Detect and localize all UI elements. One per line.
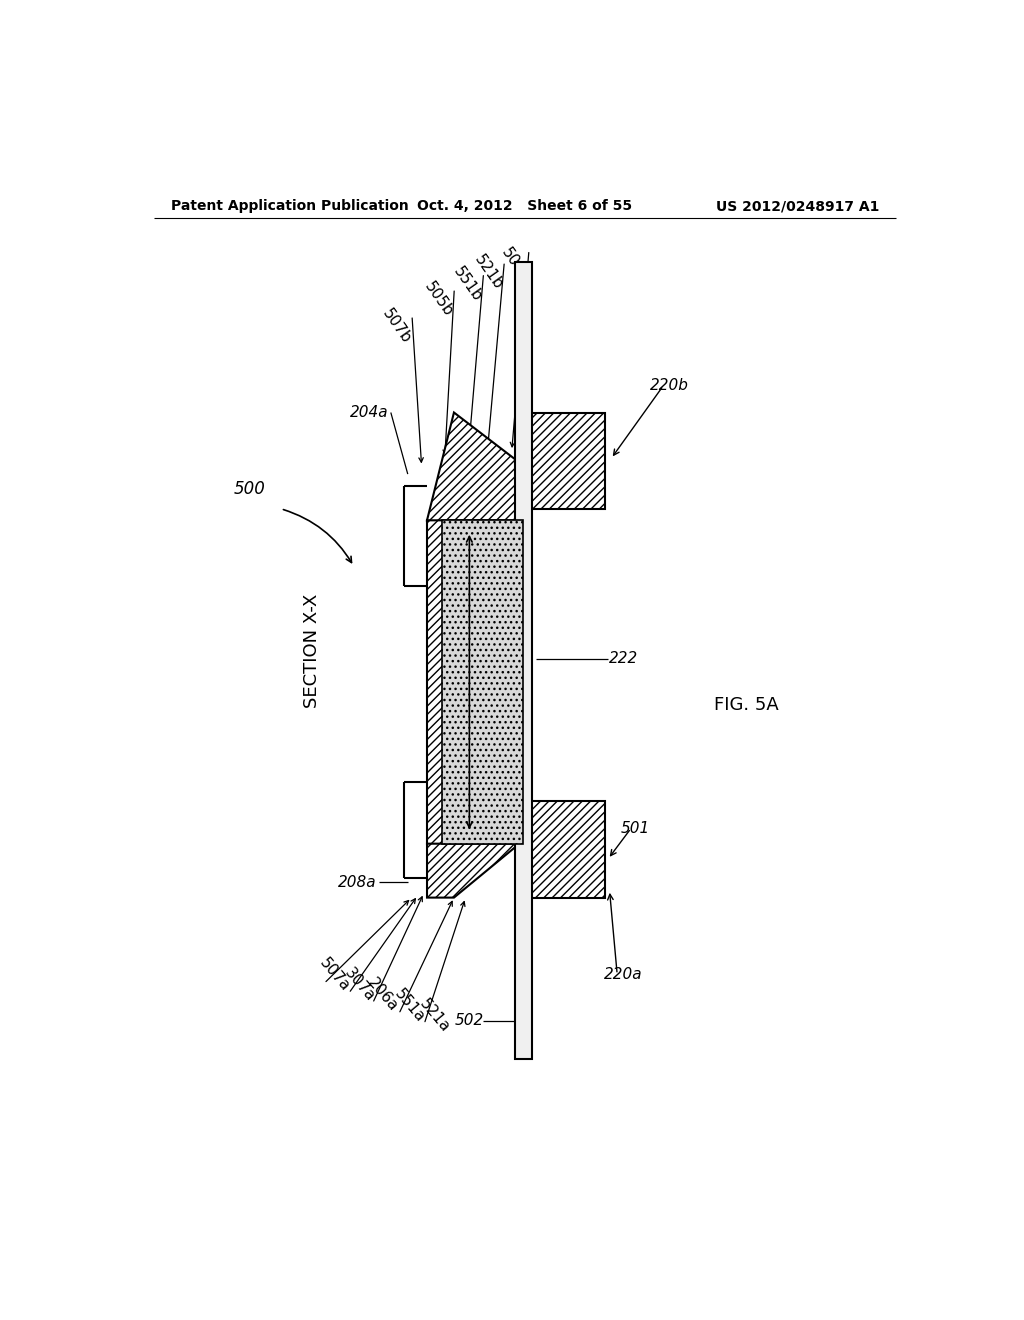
Text: FIG. 5A: FIG. 5A	[714, 696, 779, 714]
Text: 206a: 206a	[365, 975, 401, 1014]
Text: 507b: 507b	[379, 306, 414, 346]
Text: US 2012/0248917 A1: US 2012/0248917 A1	[716, 199, 879, 213]
Text: 307a: 307a	[341, 965, 377, 1005]
Text: 204a: 204a	[350, 405, 388, 420]
Text: 504: 504	[499, 244, 527, 277]
Text: 222: 222	[608, 651, 638, 667]
Text: 551b: 551b	[451, 264, 485, 304]
Text: 220a: 220a	[604, 968, 643, 982]
Text: Oct. 4, 2012   Sheet 6 of 55: Oct. 4, 2012 Sheet 6 of 55	[417, 199, 633, 213]
Text: N: N	[559, 450, 573, 470]
Text: 506: 506	[449, 659, 478, 675]
Polygon shape	[528, 801, 605, 898]
Text: 502: 502	[455, 1014, 484, 1028]
Polygon shape	[427, 412, 519, 520]
Text: 521b: 521b	[471, 252, 506, 293]
Text: 507a: 507a	[316, 956, 352, 994]
Bar	[442, 520, 523, 843]
Text: 208a: 208a	[338, 875, 377, 890]
Text: Patent Application Publication: Patent Application Publication	[171, 199, 409, 213]
Text: N: N	[462, 861, 476, 880]
Text: 220b: 220b	[650, 378, 689, 393]
Polygon shape	[427, 843, 519, 898]
Text: 505b: 505b	[421, 280, 456, 319]
Bar	[427, 520, 523, 843]
Polygon shape	[528, 412, 605, 508]
Text: 500: 500	[233, 480, 266, 499]
Text: S: S	[461, 486, 473, 504]
Text: 521a: 521a	[417, 995, 453, 1035]
Text: 501: 501	[621, 821, 649, 836]
Bar	[515, 263, 531, 1059]
Text: S: S	[560, 840, 572, 858]
Text: SECTION X-X: SECTION X-X	[302, 594, 321, 709]
Text: 551a: 551a	[391, 986, 427, 1024]
